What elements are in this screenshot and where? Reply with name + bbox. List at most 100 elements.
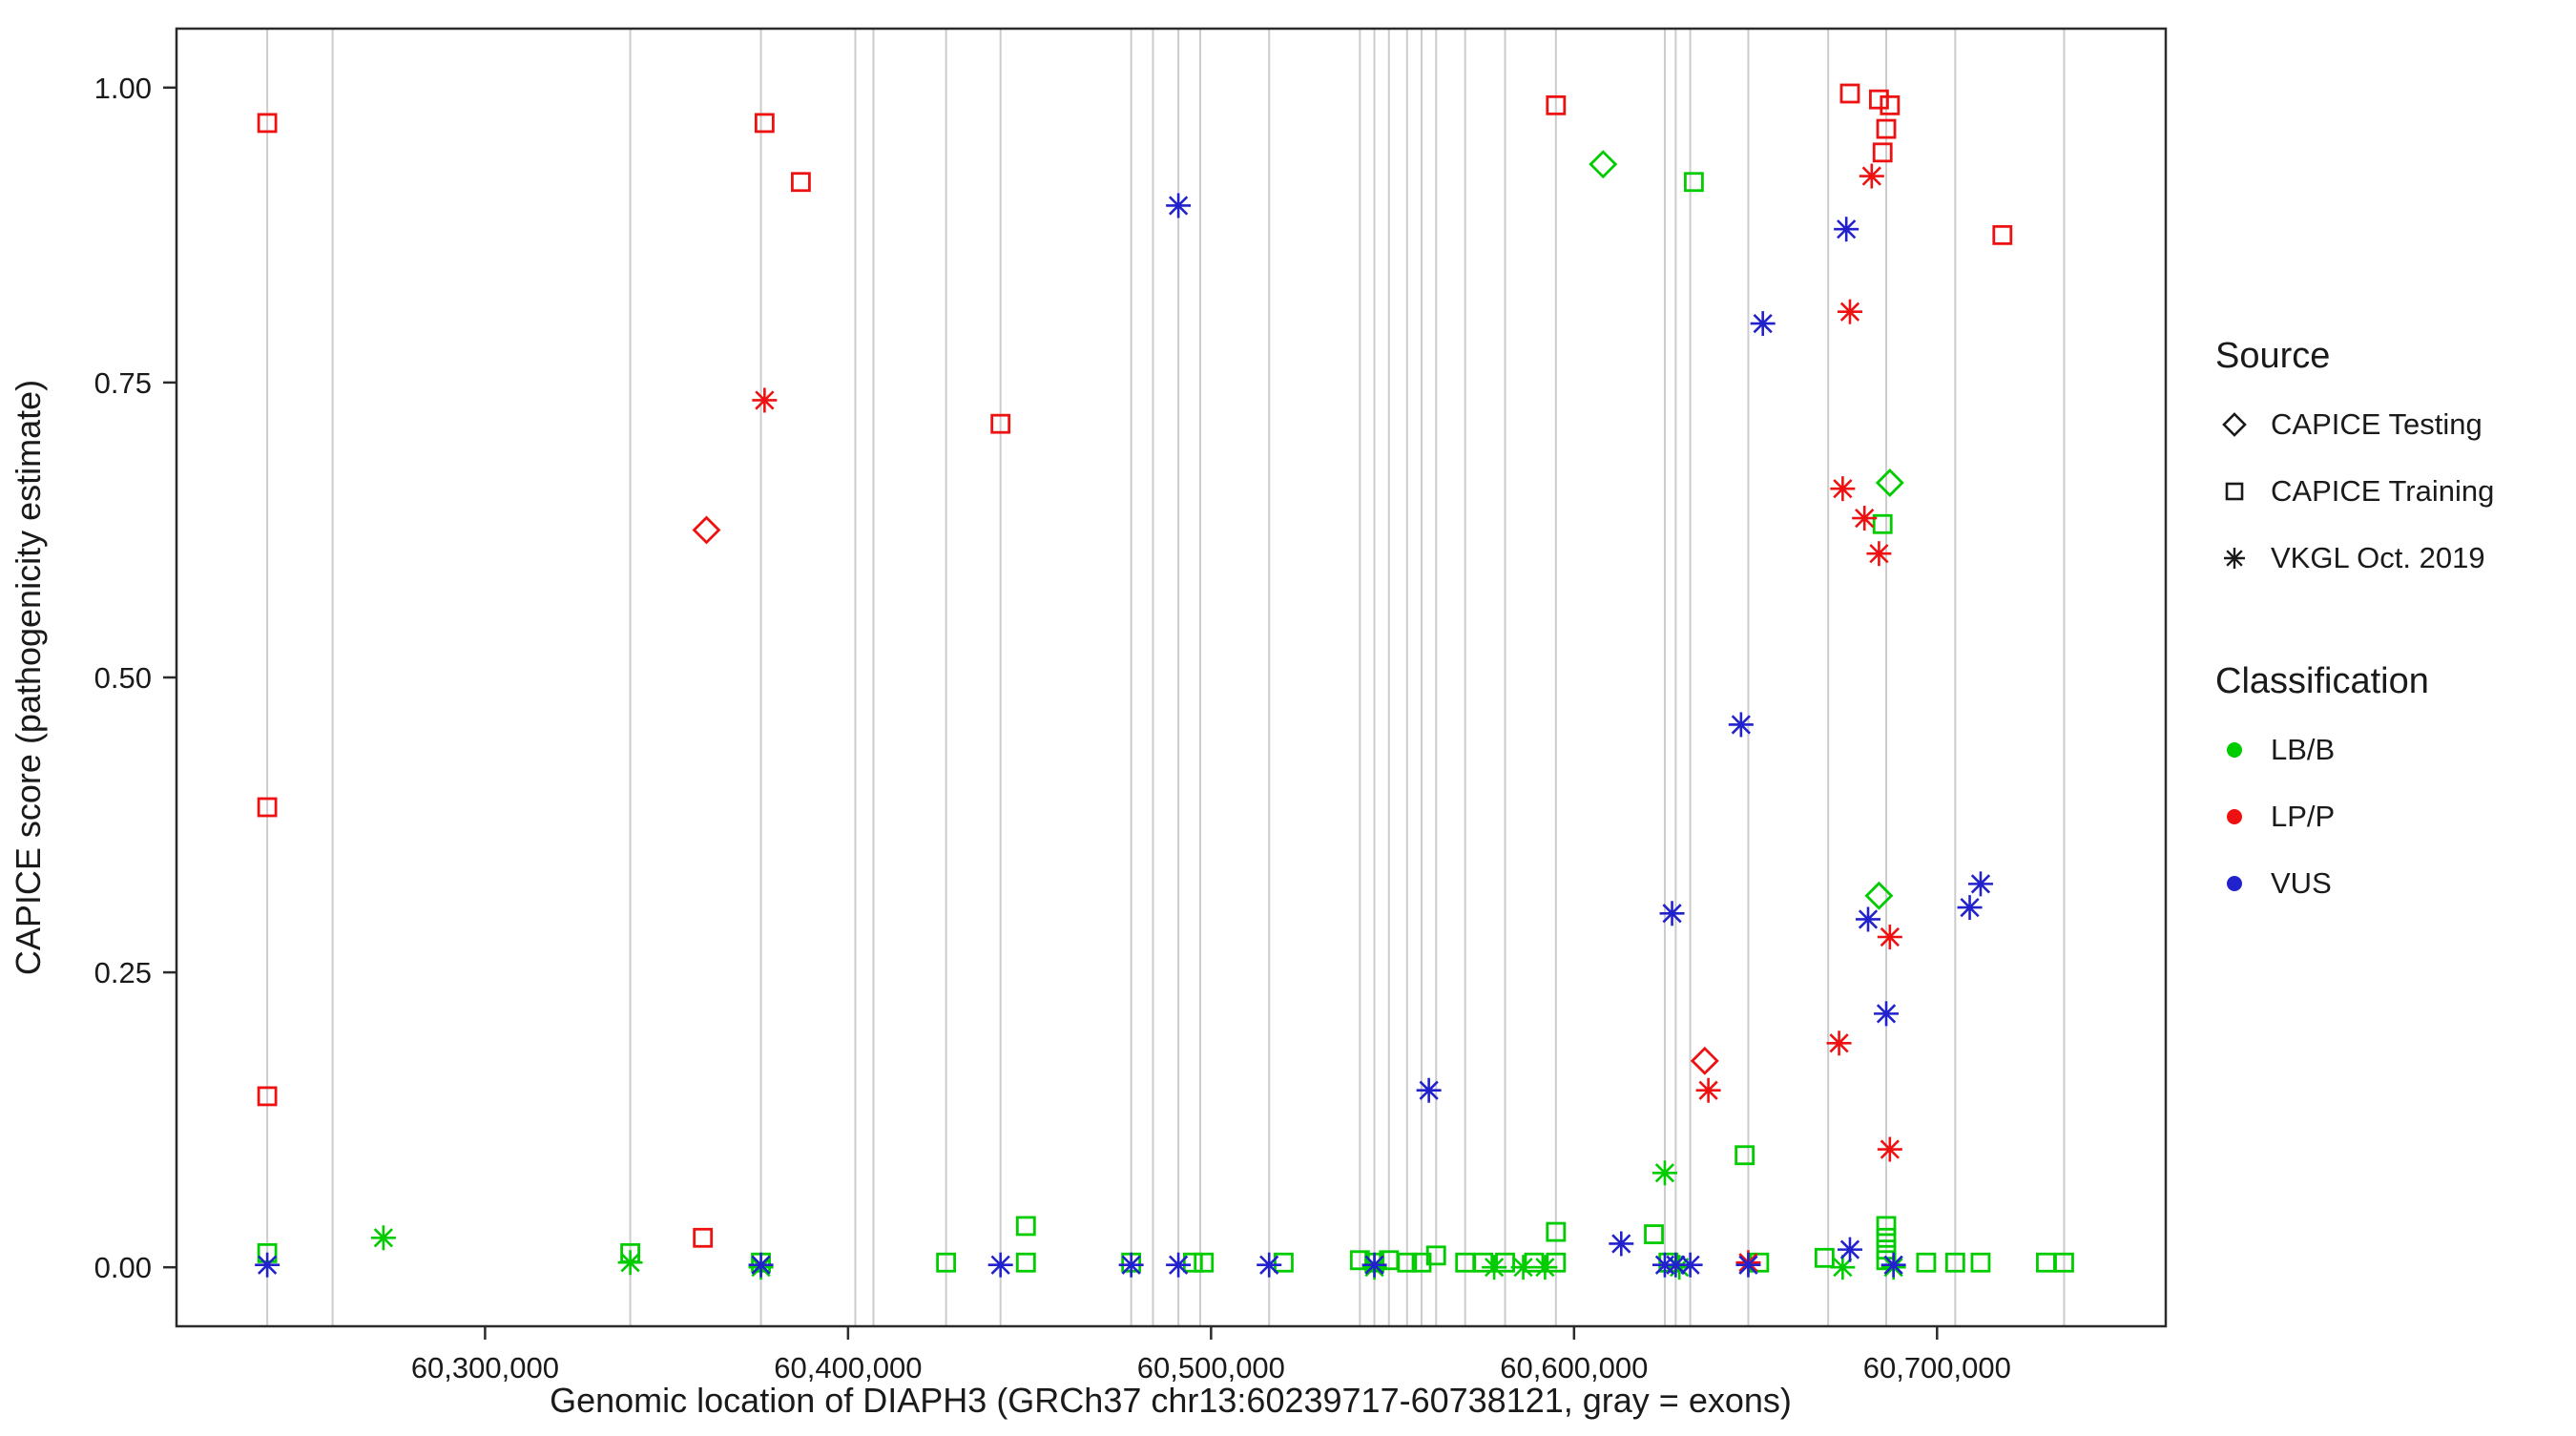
diamond-glyph xyxy=(2222,412,2247,437)
dot-glyph xyxy=(2227,876,2242,891)
y-tick-label: 1.00 xyxy=(94,72,152,105)
asterisk-spoke xyxy=(1654,1163,1675,1183)
asterisk-spoke xyxy=(1364,1255,1384,1275)
data-point xyxy=(1837,299,1862,324)
data-point xyxy=(1182,1252,1203,1273)
asterisk-spoke xyxy=(1880,1139,1900,1159)
legend-item: LP/P xyxy=(2215,796,2559,838)
data-point xyxy=(1495,1252,1515,1273)
data-point xyxy=(1992,224,2013,245)
data-point xyxy=(1659,901,1685,926)
asterisk-spoke xyxy=(257,1255,278,1275)
data-point xyxy=(1876,118,1897,139)
data-point xyxy=(617,1250,643,1276)
asterisk-spoke xyxy=(2226,550,2243,567)
data-point xyxy=(257,797,278,818)
data-point xyxy=(2036,1252,2056,1273)
data-point xyxy=(1839,83,1860,104)
asterisk-spoke xyxy=(755,390,775,410)
data-point xyxy=(1589,150,1618,179)
asterisk-spoke xyxy=(1880,926,1900,947)
data-point xyxy=(1957,895,1983,921)
data-point xyxy=(990,413,1011,434)
asterisk-spoke xyxy=(1666,1255,1686,1275)
data-point xyxy=(1735,1252,1761,1278)
axes-layer: 60,300,000 60,400,000 60,500,000 60,600,000… xyxy=(94,27,2168,1384)
data-point xyxy=(1695,1077,1721,1103)
data-point xyxy=(2054,1252,2074,1273)
data-point xyxy=(1546,1221,1567,1242)
data-point xyxy=(1425,1245,1446,1266)
legend-source-section: Source CAPICE Testing CAPICE Training VKGL… xyxy=(2215,336,2559,579)
data-point xyxy=(257,1086,278,1107)
data-point xyxy=(1118,1252,1144,1278)
asterisk-spoke xyxy=(751,1255,771,1275)
legend-item: VKGL Oct. 2019 xyxy=(2215,537,2559,579)
y-tick-label: 0.75 xyxy=(94,366,152,400)
data-point xyxy=(1967,871,1993,897)
data-point xyxy=(1652,1160,1677,1186)
dot-icon xyxy=(2227,742,2242,758)
asterisk-spoke xyxy=(1829,1033,1849,1053)
legend-classification-title: Classification xyxy=(2215,661,2429,701)
data-point xyxy=(1814,1247,1835,1268)
data-point xyxy=(1546,1252,1567,1273)
legend-item-label: LB/B xyxy=(2271,733,2336,766)
data-point xyxy=(1274,1252,1294,1273)
data-point xyxy=(692,515,721,545)
data-point xyxy=(1834,217,1859,242)
data-point xyxy=(754,113,775,134)
data-point xyxy=(1546,94,1567,115)
data-point xyxy=(1166,1252,1192,1278)
square-icon xyxy=(2225,482,2244,501)
data-point xyxy=(1397,1252,1418,1273)
data-point xyxy=(1510,1255,1536,1280)
data-point xyxy=(1532,1255,1558,1280)
data-point xyxy=(1869,89,1889,110)
asterisk-spoke xyxy=(1837,219,1857,239)
data-point xyxy=(1859,163,1884,189)
data-point xyxy=(1970,1252,1991,1273)
data-point xyxy=(1916,1252,1937,1273)
asterisk-spoke xyxy=(1753,313,1773,334)
asterisk-spoke xyxy=(1970,874,1991,894)
asterisk-spoke xyxy=(1698,1080,1718,1100)
data-point xyxy=(1683,172,1704,193)
asterisk-spoke xyxy=(1419,1080,1439,1100)
data-point xyxy=(1524,1252,1545,1273)
data-point xyxy=(1866,541,1892,567)
data-point xyxy=(1482,1255,1507,1280)
asterisk-spoke xyxy=(373,1228,393,1248)
asterisk-spoke xyxy=(1121,1255,1141,1275)
dot-icon xyxy=(2227,809,2242,824)
data-point xyxy=(1864,881,1894,910)
asterisk-spoke xyxy=(1535,1258,1555,1278)
points-layer xyxy=(255,83,2074,1280)
data-point xyxy=(1416,1077,1442,1103)
x-tick-label: 60,400,000 xyxy=(774,1351,922,1384)
data-point xyxy=(1411,1252,1432,1273)
x-tick-label: 60,300,000 xyxy=(411,1351,559,1384)
data-point xyxy=(1872,513,1893,534)
asterisk-icon xyxy=(2224,548,2245,569)
asterisk-glyph xyxy=(2224,548,2245,569)
dot-glyph xyxy=(2227,809,2242,824)
x-tick-label: 60,500,000 xyxy=(1137,1351,1285,1384)
legend-panel: Source CAPICE Testing CAPICE Training VKGL… xyxy=(2215,336,2559,987)
x-axis-title: Genomic location of DIAPH3 (GRCh37 chr13… xyxy=(550,1381,1792,1420)
asterisk-spoke xyxy=(1833,479,1853,499)
dot-icon xyxy=(2227,876,2242,891)
data-point xyxy=(1875,468,1904,497)
data-point xyxy=(1877,1136,1902,1162)
y-axis-title: CAPICE score (pathogenicity estimate) xyxy=(9,380,48,975)
data-point xyxy=(1473,1252,1494,1273)
asterisk-spoke xyxy=(1168,196,1189,216)
legend-item: VUS xyxy=(2215,863,2559,905)
data-point xyxy=(1257,1252,1282,1278)
asterisk-spoke xyxy=(1259,1255,1279,1275)
panel-border xyxy=(175,27,2168,1328)
data-point xyxy=(1826,1030,1852,1056)
asterisk-spoke xyxy=(1855,508,1875,529)
